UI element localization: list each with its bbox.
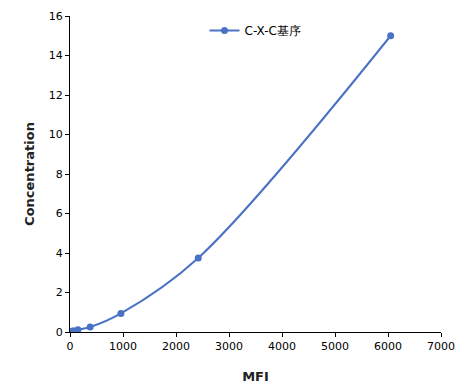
svg-text:6000: 6000 [374,340,402,353]
svg-text:7000: 7000 [427,340,455,353]
svg-text:0: 0 [67,340,74,353]
svg-text:12: 12 [49,89,63,102]
svg-text:4000: 4000 [268,340,296,353]
svg-text:8: 8 [56,168,63,181]
svg-text:C-X-C基序: C-X-C基序 [245,24,301,38]
svg-text:2: 2 [56,286,63,299]
svg-text:2000: 2000 [162,340,190,353]
svg-text:16: 16 [49,10,63,23]
svg-text:3000: 3000 [215,340,243,353]
svg-text:6: 6 [56,207,63,220]
svg-text:10: 10 [49,128,63,141]
svg-text:0: 0 [56,326,63,339]
svg-text:1000: 1000 [109,340,137,353]
svg-text:Concentration: Concentration [22,122,37,226]
svg-text:5000: 5000 [321,340,349,353]
svg-text:MFI: MFI [242,369,269,384]
svg-text:14: 14 [49,49,63,62]
svg-text:4: 4 [56,247,63,260]
